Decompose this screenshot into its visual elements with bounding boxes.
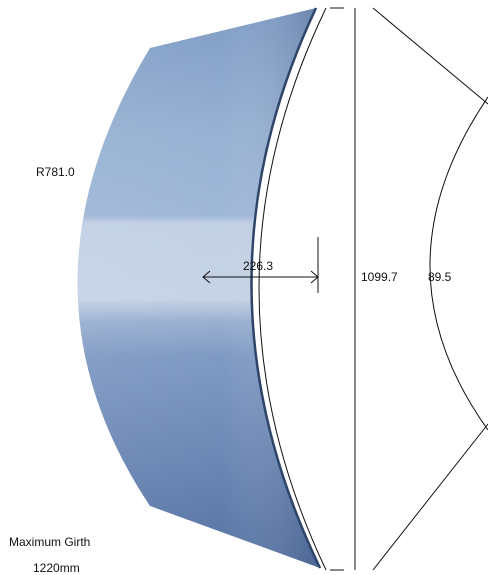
angle-label: 89.5	[428, 270, 452, 284]
profile-arc	[258, 7, 327, 571]
girth-value: 1220mm	[33, 561, 80, 575]
radius-label: R781.0	[36, 165, 75, 179]
chord-length-label: 1099.7	[361, 270, 398, 284]
angle-line-top	[372, 7, 488, 105]
depth-arrow-left	[202, 270, 211, 284]
angle-line-bottom	[372, 423, 488, 571]
girth-label: Maximum Girth	[9, 535, 90, 549]
curved-panel-shading	[77, 8, 320, 568]
panel-inner-edge	[250, 7, 322, 569]
angle-arc	[429, 96, 488, 431]
depth-label: 226.3	[243, 259, 273, 273]
